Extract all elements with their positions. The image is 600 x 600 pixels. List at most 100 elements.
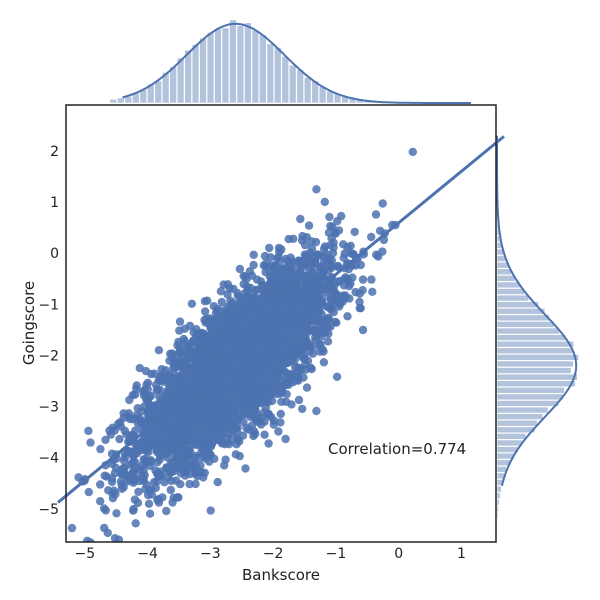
scatter-point — [160, 430, 169, 440]
x-tick-label: −4 — [137, 546, 158, 562]
scatter-point — [228, 310, 237, 320]
scatter-point — [178, 449, 187, 458]
scatter-point — [260, 384, 270, 393]
scatter-point — [139, 465, 148, 475]
scatter-point — [329, 282, 339, 291]
scatter-point — [278, 371, 288, 381]
scatter-point — [358, 286, 367, 295]
scatter-point — [312, 185, 321, 194]
x-tick-label: −2 — [263, 546, 284, 562]
scatter-point — [260, 338, 269, 348]
scatter-point — [329, 308, 338, 317]
scatter-point — [250, 429, 260, 439]
scatter-point — [175, 357, 184, 367]
x-tick-label: −5 — [75, 546, 96, 562]
scatter-point — [297, 236, 307, 245]
right-histogram-bar — [496, 334, 566, 341]
scatter-point — [258, 281, 267, 290]
y-tick-label: 0 — [50, 246, 59, 262]
right-histogram-bar — [496, 288, 525, 295]
scatter-point — [219, 389, 228, 398]
top-histogram-bar — [236, 25, 245, 104]
right-histogram-bar — [496, 393, 564, 401]
top-histogram-bar — [199, 37, 207, 104]
scatter-point — [155, 455, 164, 464]
scatter-point — [293, 349, 302, 359]
scatter-point — [144, 412, 154, 421]
scatter-point — [115, 434, 124, 444]
scatter-point — [260, 430, 269, 439]
scatter-point — [252, 374, 261, 383]
scatter-point — [315, 340, 325, 350]
scatter-point — [324, 313, 333, 322]
scatter-point — [358, 275, 368, 284]
scatter-point — [253, 346, 263, 355]
scatter-point — [356, 304, 365, 313]
top-marginal-histogram — [109, 19, 471, 104]
scatter-point — [286, 356, 296, 366]
scatter-point — [175, 317, 185, 326]
scatter-point — [284, 331, 293, 340]
scatter-point — [320, 319, 329, 328]
scatter-point — [341, 291, 350, 300]
scatter-point — [128, 430, 137, 440]
scatter-point — [343, 274, 352, 284]
scatter-point — [317, 332, 326, 341]
scatter-point — [145, 509, 155, 518]
scatter-point — [279, 380, 289, 389]
scatter-point — [142, 480, 151, 489]
scatter-point — [323, 337, 333, 346]
top-histogram-bar — [266, 43, 275, 104]
scatter-point — [375, 226, 385, 235]
scatter-point — [108, 423, 117, 432]
scatter-point — [164, 415, 173, 424]
scatter-point — [258, 358, 267, 367]
scatter-point — [335, 276, 344, 286]
scatter-point — [161, 366, 171, 375]
scatter-point — [291, 290, 301, 300]
top-histogram-bar — [147, 83, 155, 104]
right-histogram-bar — [496, 275, 516, 282]
scatter-point — [222, 411, 232, 421]
scatter-point — [175, 326, 184, 335]
scatter-point — [301, 272, 310, 281]
scatter-point — [186, 379, 195, 389]
top-histogram-bar — [281, 56, 289, 104]
scatter-point — [368, 287, 377, 296]
scatter-point — [235, 304, 245, 313]
scatter-point — [203, 296, 212, 305]
scatter-point — [269, 263, 278, 273]
scatter-point — [106, 430, 116, 439]
scatter-point — [235, 264, 245, 274]
scatter-point — [307, 237, 316, 246]
scatter-point — [257, 413, 266, 423]
y-axis-label: Goingscore — [20, 281, 38, 365]
scatter-point — [223, 290, 232, 299]
scatter-point — [132, 463, 141, 473]
scatter-point — [131, 519, 140, 528]
scatter-point — [137, 407, 146, 416]
scatter-point — [230, 374, 239, 383]
scatter-point — [195, 365, 204, 374]
scatter-point — [325, 212, 334, 222]
scatter-point — [367, 232, 376, 242]
top-histogram-bar — [117, 97, 125, 104]
scatter-point — [307, 244, 317, 253]
scatter-point — [343, 312, 352, 321]
scatter-point — [293, 337, 302, 346]
x-axis-ticks: −5 −4 −3 −2 −1 0 1 — [75, 546, 466, 562]
scatter-point — [205, 457, 214, 466]
scatter-point — [303, 341, 312, 350]
right-histogram-bar — [496, 301, 539, 308]
top-histogram-bar — [229, 19, 237, 104]
scatter-point — [240, 372, 249, 382]
scatter-point — [212, 380, 221, 389]
top-histogram-bar — [303, 77, 312, 104]
scatter-point — [236, 355, 246, 364]
scatter-point — [296, 214, 305, 224]
scatter-point — [274, 243, 284, 253]
scatter-point — [221, 376, 231, 385]
plot-frame — [65, 104, 497, 543]
scatter-point — [269, 420, 278, 429]
